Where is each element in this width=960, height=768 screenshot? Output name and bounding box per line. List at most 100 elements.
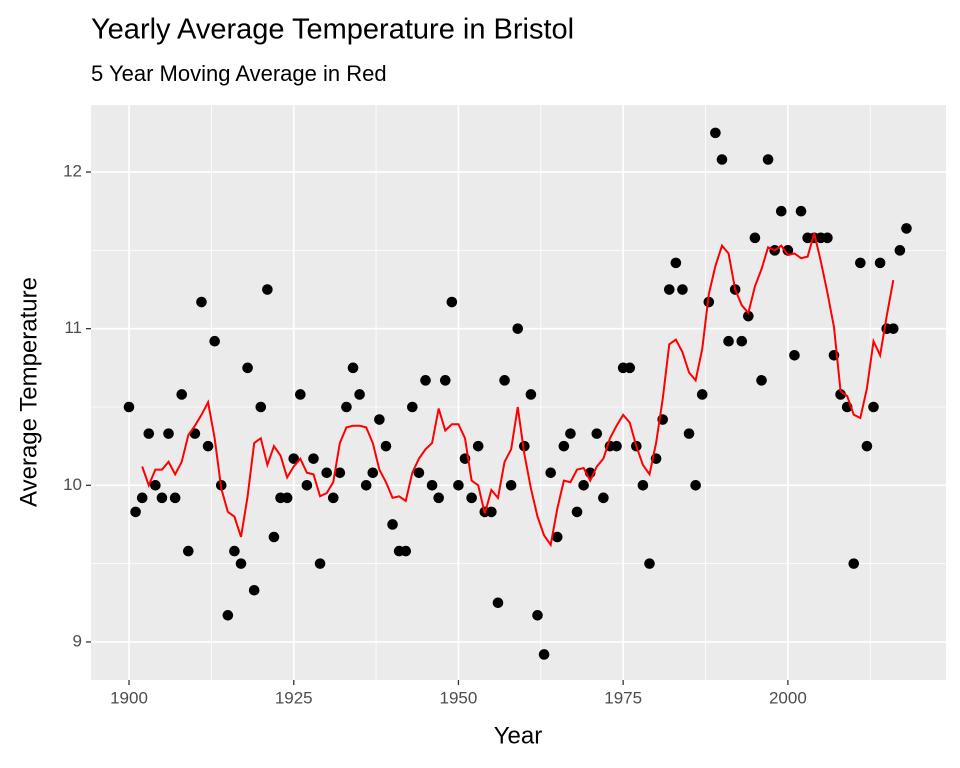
- data-point: [696, 389, 708, 400]
- data-point: [466, 492, 477, 504]
- data-point: [472, 440, 484, 452]
- data-point: [663, 284, 675, 295]
- data-point: [861, 440, 873, 452]
- data-point: [598, 492, 609, 504]
- data-point: [670, 257, 682, 269]
- x-tick-label: 1975: [604, 688, 642, 707]
- data-point: [611, 440, 622, 452]
- data-point: [795, 205, 807, 217]
- data-point: [248, 584, 260, 596]
- data-point: [683, 428, 695, 439]
- data-point: [255, 401, 267, 413]
- data-point: [716, 154, 728, 165]
- data-point: [505, 480, 517, 491]
- data-point: [558, 440, 570, 452]
- data-point: [637, 480, 649, 491]
- data-point: [492, 597, 504, 609]
- data-point: [887, 323, 899, 334]
- data-point: [571, 506, 583, 518]
- data-point: [150, 480, 161, 491]
- data-point: [202, 440, 214, 452]
- data-point: [136, 492, 148, 504]
- data-point: [591, 428, 603, 439]
- data-point: [775, 205, 787, 217]
- data-point: [426, 480, 438, 491]
- data-point: [360, 480, 372, 491]
- data-point: [848, 558, 860, 569]
- data-point: [545, 467, 556, 479]
- data-point: [222, 610, 234, 621]
- data-point: [387, 519, 398, 530]
- y-tick-label: 9: [73, 631, 82, 650]
- data-point: [407, 401, 418, 413]
- data-point: [295, 389, 306, 400]
- data-point: [749, 232, 761, 244]
- data-point: [209, 335, 220, 347]
- data-point: [538, 649, 550, 660]
- data-point: [308, 453, 319, 464]
- x-axis-title: Year: [494, 722, 543, 749]
- data-point: [894, 245, 906, 256]
- y-tick-label: 12: [63, 162, 82, 181]
- data-point: [176, 389, 188, 400]
- data-point: [156, 492, 168, 504]
- data-point: [321, 467, 332, 479]
- data-point: [499, 375, 510, 386]
- data-point: [374, 414, 385, 425]
- data-point: [519, 440, 530, 452]
- data-point: [242, 362, 253, 374]
- y-tick-label: 11: [64, 318, 82, 337]
- data-point: [196, 296, 207, 308]
- data-point: [624, 362, 636, 374]
- data-point: [756, 375, 767, 386]
- data-point: [281, 492, 293, 504]
- data-point: [413, 467, 425, 479]
- data-point: [334, 467, 346, 479]
- data-point: [565, 428, 576, 439]
- data-point: [868, 401, 879, 413]
- data-point: [822, 232, 833, 244]
- data-point: [512, 323, 524, 334]
- data-point: [314, 558, 326, 569]
- data-point: [235, 558, 247, 569]
- data-point: [644, 558, 655, 569]
- data-point: [578, 480, 589, 491]
- data-point: [723, 335, 734, 347]
- data-point: [433, 492, 444, 504]
- data-point: [400, 545, 412, 557]
- data-point: [420, 375, 431, 386]
- y-axis-title: Average Temperature: [15, 277, 42, 507]
- data-point: [677, 284, 688, 295]
- data-point: [130, 506, 141, 518]
- data-point: [446, 296, 458, 308]
- data-point: [525, 389, 537, 400]
- data-point: [169, 492, 181, 504]
- moving-average-line: [141, 232, 895, 548]
- data-point: [262, 284, 273, 295]
- data-point: [268, 531, 280, 543]
- data-point: [229, 545, 240, 557]
- data-point: [453, 480, 464, 491]
- data-point: [710, 127, 721, 139]
- panel: [91, 105, 946, 680]
- data-point: [123, 401, 135, 413]
- data-point: [486, 506, 497, 518]
- data-point: [789, 349, 800, 361]
- data-point: [532, 610, 543, 621]
- y-tick-label: 10: [63, 475, 82, 494]
- data-point: [341, 401, 352, 413]
- data-point: [855, 257, 866, 269]
- data-point: [347, 362, 359, 374]
- data-point: [183, 545, 194, 557]
- x-tick-label: 1925: [275, 688, 313, 707]
- data-point: [762, 154, 774, 165]
- chart-subtitle: 5 Year Moving Average in Red: [91, 61, 387, 86]
- data-point: [163, 428, 174, 439]
- x-tick-label: 2000: [769, 688, 807, 707]
- data-point: [551, 531, 563, 543]
- data-point: [380, 440, 392, 452]
- data-point: [874, 257, 886, 269]
- data-point: [327, 492, 339, 504]
